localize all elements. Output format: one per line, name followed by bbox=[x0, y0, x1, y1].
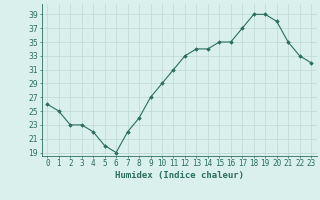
X-axis label: Humidex (Indice chaleur): Humidex (Indice chaleur) bbox=[115, 171, 244, 180]
